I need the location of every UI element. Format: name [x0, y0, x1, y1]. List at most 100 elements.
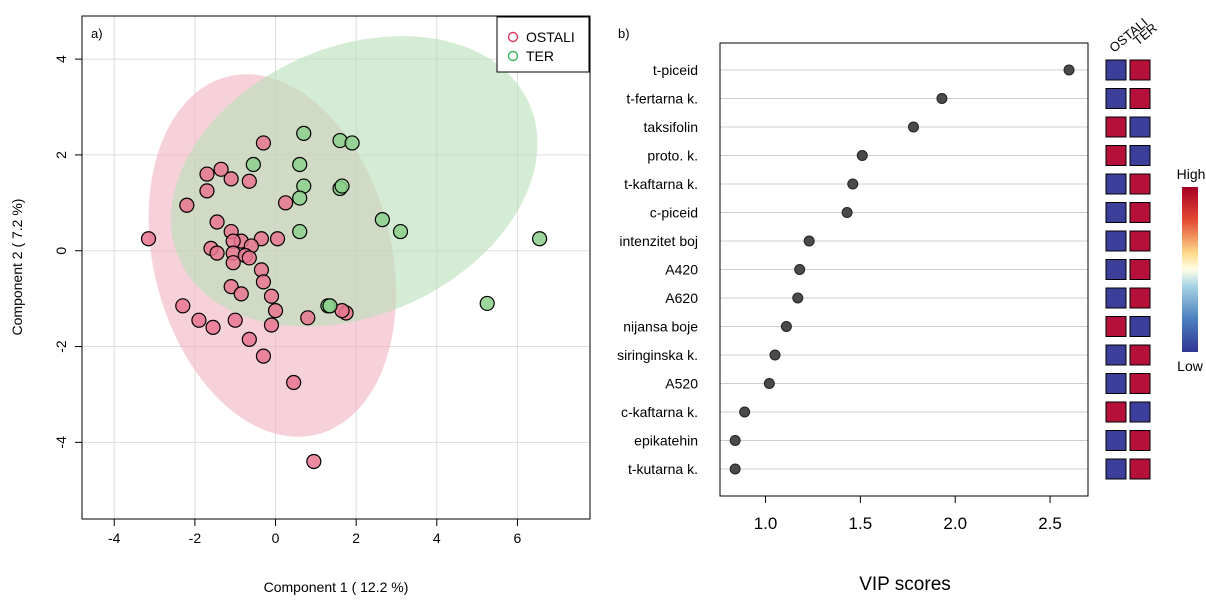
pca-point-ostali	[287, 375, 301, 389]
heatmap-cell-ostali	[1106, 288, 1126, 308]
vip-feature-label: epikatehin	[634, 433, 698, 449]
vip-point	[795, 265, 805, 275]
heatmap-cell-ostali	[1106, 231, 1126, 251]
vip-feature-label: t-fertarna k.	[626, 91, 698, 107]
pca-point-ter	[323, 299, 337, 313]
pca-point-ostali	[242, 332, 256, 346]
pca-point-ter	[293, 158, 307, 172]
heatmap-cell-ostali	[1106, 345, 1126, 365]
pca-point-ostali	[200, 167, 214, 181]
vip-feature-label: taksifolin	[644, 119, 698, 135]
vip-feature-label: proto. k.	[647, 148, 698, 164]
heatmap-cell-ostali	[1106, 60, 1126, 80]
pca-x-tick-label: -4	[108, 530, 121, 546]
pca-point-ter	[293, 191, 307, 205]
vip-point	[740, 407, 750, 417]
vip-feature-label: A620	[665, 290, 698, 306]
pca-scores-panel: -4 -2 0 2 4 6-4-2024 a) Component 1 ( 12.2 %)…	[9, 0, 590, 595]
pca-point-ostali	[256, 275, 270, 289]
pca-point-ostali	[301, 311, 315, 325]
pca-point-ostali	[224, 172, 238, 186]
pca-point-ostali	[307, 455, 321, 469]
vip-feature-label: c-kaftarna k.	[621, 404, 698, 420]
pca-point-ostali	[264, 289, 278, 303]
heatmap-cell-ter	[1130, 203, 1150, 223]
pca-x-tick-label: 2	[352, 530, 360, 546]
pca-point-ostali	[200, 184, 214, 198]
pca-point-ostali	[210, 246, 224, 260]
vip-point	[842, 208, 852, 218]
pca-y-tick-label: -4	[53, 436, 69, 449]
vip-x-tick-label: 1.5	[849, 514, 873, 533]
heatmap-colorbar: High Low	[1177, 166, 1206, 374]
pca-point-ter	[335, 179, 349, 193]
vip-feature-label: A420	[665, 262, 698, 278]
pca-y-tick-label: -2	[53, 340, 69, 353]
heatmap-cell-ostali	[1106, 89, 1126, 109]
vip-x-tick-label: 2.5	[1038, 514, 1062, 533]
vip-point	[848, 179, 858, 189]
heatmap-cell-ter	[1130, 374, 1150, 394]
pca-point-ter	[533, 232, 547, 246]
vip-panel-label: b)	[618, 26, 630, 41]
pca-point-ostali	[271, 232, 285, 246]
vip-feature-label: siringinska k.	[617, 347, 698, 363]
heatmap-cell-ter	[1130, 89, 1150, 109]
heatmap-cell-ostali	[1106, 174, 1126, 194]
pca-point-ostali	[180, 198, 194, 212]
vip-x-axis-label: VIP scores	[859, 574, 951, 595]
vip-point	[781, 322, 791, 332]
vip-point	[804, 236, 814, 246]
pca-y-tick-label: 4	[53, 55, 69, 63]
pca-point-ter	[293, 225, 307, 239]
heatmap-cell-ostali	[1106, 459, 1126, 479]
pca-point-ostali	[206, 320, 220, 334]
pca-point-ter	[246, 158, 260, 172]
pca-y-tick-label: 2	[53, 151, 69, 159]
heatmap-cell-ter	[1130, 459, 1150, 479]
pca-point-ostali	[256, 136, 270, 150]
vip-point	[764, 379, 774, 389]
colorbar-low-label: Low	[1177, 358, 1204, 374]
vip-feature-label: t-kaftarna k.	[624, 176, 698, 192]
vip-feature-label: c-piceid	[650, 205, 698, 221]
heatmap-cell-ter	[1130, 288, 1150, 308]
legend-label-ter: TER	[526, 48, 554, 64]
heatmap-cell-ter	[1130, 117, 1150, 137]
heatmap-cell-ter	[1130, 317, 1150, 337]
pca-x-tick-label: 6	[514, 530, 522, 546]
heatmap-cell-ter	[1130, 345, 1150, 365]
heatmap-cell-ostali	[1106, 402, 1126, 422]
vip-point	[1064, 65, 1074, 75]
pca-point-ostali	[264, 318, 278, 332]
pca-point-ter	[375, 213, 389, 227]
heatmap-cell-ter	[1130, 402, 1150, 422]
vip-point	[793, 293, 803, 303]
heatmap-cell-ter	[1130, 174, 1150, 194]
heatmap-cell-ter	[1130, 231, 1150, 251]
pca-point-ostali	[142, 232, 156, 246]
pca-point-ostali	[228, 313, 242, 327]
colorbar-high-label: High	[1177, 166, 1206, 182]
heatmap-cell-ostali	[1106, 374, 1126, 394]
vip-scores-panel: b) t-piceid t-fertarna k. taksifolin proto.…	[617, 15, 1205, 595]
vip-point	[857, 151, 867, 161]
pca-point-ostali	[269, 304, 283, 318]
pca-point-ter	[480, 296, 494, 310]
heatmap-cell-ostali	[1106, 117, 1126, 137]
pca-point-ter	[345, 136, 359, 150]
vip-feature-label: nijansa boje	[623, 319, 698, 335]
vip-heatmap	[1106, 60, 1150, 479]
vip-feature-label: t-piceid	[653, 62, 698, 78]
vip-axis-ticks: 1.0 1.5 2.0 2.5	[754, 496, 1062, 533]
pca-x-axis-label: Component 1 ( 12.2 %)	[264, 579, 409, 595]
heatmap-cell-ter	[1130, 260, 1150, 280]
heatmap-cell-ter	[1130, 60, 1150, 80]
vip-x-tick-label: 2.0	[943, 514, 967, 533]
pca-point-ostali	[242, 251, 256, 265]
vip-feature-labels: t-piceid t-fertarna k. taksifolin proto. k.…	[617, 62, 698, 477]
heatmap-cell-ostali	[1106, 260, 1126, 280]
pca-point-ter	[394, 225, 408, 239]
colorbar-gradient	[1182, 187, 1198, 352]
